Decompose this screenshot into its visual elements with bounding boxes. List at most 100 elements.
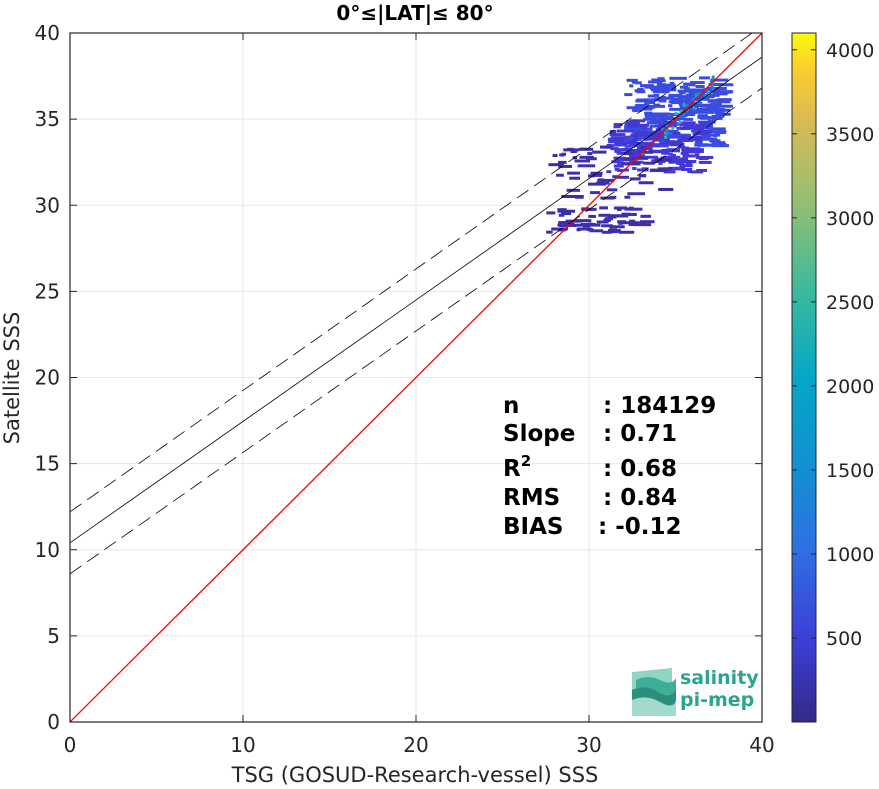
density-cell <box>677 89 694 93</box>
density-cell <box>588 174 595 178</box>
density-cell <box>680 151 688 155</box>
y-tick-label: 5 <box>47 624 60 648</box>
density-cell <box>698 160 712 164</box>
density-cell <box>657 115 674 119</box>
density-cell <box>666 148 680 152</box>
density-cell <box>556 173 564 177</box>
y-tick-label: 35 <box>35 107 60 131</box>
density-cell <box>623 152 633 156</box>
density-cell <box>668 160 682 164</box>
density-cell <box>567 171 580 175</box>
density-cell <box>659 141 668 145</box>
density-cell <box>604 217 614 221</box>
density-cell <box>613 164 624 168</box>
chart-title: 0°≤|LAT|≤ 80° <box>336 1 493 25</box>
density-cell <box>651 78 665 82</box>
density-cell <box>717 83 734 87</box>
density-cell <box>662 85 677 89</box>
density-cell <box>711 114 725 118</box>
density-cell <box>716 104 733 108</box>
density-cell <box>651 133 666 137</box>
density-cell <box>644 111 653 115</box>
x-tick-label: 20 <box>403 733 428 757</box>
density-cell <box>668 93 683 97</box>
density-cell <box>686 137 703 141</box>
density-cell <box>557 223 566 227</box>
density-cell <box>710 127 726 131</box>
density-cell <box>548 163 564 167</box>
density-cell <box>624 135 632 139</box>
density-cell <box>658 161 663 165</box>
salinity-pimep-logo: salinity pi-mep <box>632 667 759 716</box>
density-cell <box>624 168 629 172</box>
colorbar-tick-label: 2500 <box>826 292 874 314</box>
density-cell <box>694 148 704 152</box>
density-cell <box>695 129 713 133</box>
stat-value: : -0.12 <box>598 514 682 540</box>
density-cell <box>681 168 693 172</box>
density-cell <box>694 94 698 98</box>
density-cell <box>640 84 654 88</box>
density-cell <box>616 175 629 179</box>
density-cell <box>613 123 623 127</box>
density-cell <box>628 223 637 227</box>
density-cell <box>626 106 643 110</box>
density-cell <box>629 149 647 153</box>
line-solid <box>70 56 762 544</box>
density-cell <box>682 112 686 116</box>
density-cell <box>648 80 663 84</box>
stat-value: : 0.71 <box>603 421 677 447</box>
density-cell <box>557 160 567 164</box>
density-cell <box>626 124 642 128</box>
density-cell <box>698 157 709 161</box>
waves-icon <box>632 668 676 716</box>
density-cell <box>683 82 690 86</box>
y-tick-label: 15 <box>35 452 60 476</box>
density-cell <box>650 135 657 139</box>
density-cell <box>664 167 682 171</box>
density-cell <box>598 213 611 217</box>
density-cell <box>709 99 726 103</box>
density-cell <box>704 137 718 141</box>
density-cell <box>689 83 695 87</box>
density-cell <box>656 86 663 90</box>
density-cell <box>552 154 558 158</box>
density-cell <box>551 227 568 231</box>
density-cell <box>635 103 650 107</box>
density-cell <box>616 168 624 172</box>
density-cell <box>649 124 662 128</box>
logo-line2: pi-mep <box>680 689 754 711</box>
density-cell <box>664 131 668 135</box>
density-cell <box>614 149 622 153</box>
density-cell <box>666 132 670 136</box>
density-cell <box>638 181 654 185</box>
density-cell <box>624 157 637 161</box>
density-cell <box>607 137 613 141</box>
density-cell <box>644 85 653 89</box>
stat-label: BIAS <box>503 514 563 540</box>
density-cell <box>688 122 694 126</box>
density-cell <box>681 135 687 139</box>
density-cell <box>632 167 637 171</box>
density-cell <box>685 162 693 166</box>
density-cell <box>653 93 660 97</box>
density-cell <box>588 214 596 218</box>
density-cell <box>587 152 593 156</box>
density-cell <box>602 145 612 149</box>
density-cell <box>678 136 696 140</box>
density-cell <box>707 93 720 97</box>
density-cell <box>709 130 727 134</box>
density-cell <box>611 160 621 164</box>
density-cell <box>630 119 646 123</box>
y-tick-label: 0 <box>47 710 60 734</box>
density-cell <box>587 228 594 232</box>
colorbar-tick-label: 3500 <box>826 124 874 146</box>
density-cell <box>658 112 671 116</box>
stat-value: : 184129 <box>603 393 716 419</box>
density-cell <box>711 141 726 145</box>
density-cell <box>673 149 681 153</box>
density-cell <box>710 139 719 143</box>
density-cell <box>601 224 613 228</box>
density-cell <box>557 208 567 212</box>
density-cell <box>612 175 618 179</box>
